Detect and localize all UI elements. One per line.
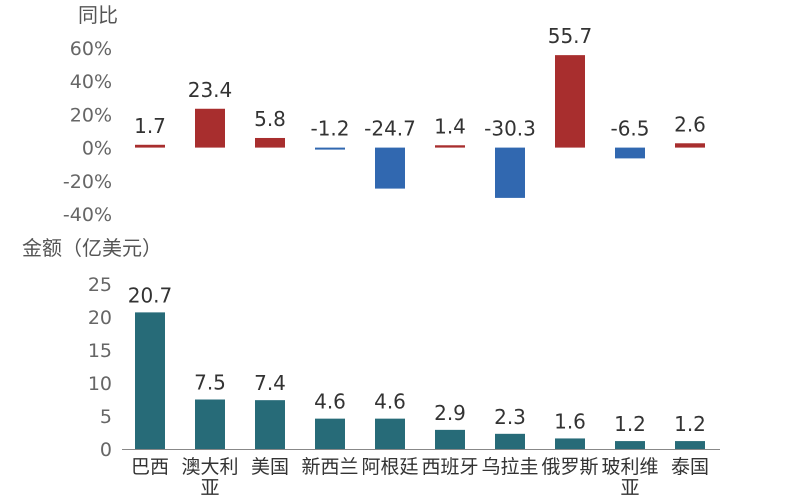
category-label: 西班牙 [421,456,478,478]
yoy-bar [255,137,285,148]
top-y-tick-label: 40% [70,71,112,93]
yoy-bar [675,143,705,148]
top-y-tick-label: 60% [70,38,112,60]
category-label: 乌拉圭 [481,456,538,478]
category-label: 泰国 [671,456,709,478]
amount-data-label: 4.6 [374,390,406,414]
yoy-bar [375,147,405,189]
category-label: 俄罗斯 [541,456,598,478]
amount-data-label: 2.3 [494,405,526,429]
bottom-y-tick-label: 0 [100,439,112,461]
top-y-tick-label: 0% [82,138,112,160]
yoy-data-label: 2.6 [674,112,706,136]
bottom-y-tick-label: 5 [100,406,112,428]
yoy-data-label: 1.7 [134,114,166,138]
bottom-y-tick-label: 25 [88,274,112,296]
category-label: 玻利维 [601,456,658,478]
category-label: 亚 [620,477,639,499]
amount-data-label: 4.6 [314,390,346,414]
yoy-bar [615,147,645,159]
amount-data-label: 1.2 [674,412,706,436]
category-label: 美国 [251,456,289,478]
amount-data-label: 2.9 [434,401,466,425]
amount-bar [195,399,225,449]
bottom-y-axis-title: 金额（亿美元） [22,236,162,260]
yoy-bar [195,108,225,148]
yoy-bar [315,147,345,150]
top-y-tick-label: -40% [63,204,112,226]
yoy-data-label: 5.8 [254,107,286,131]
amount-bar [435,429,465,449]
amount-data-label: 7.4 [254,371,286,395]
yoy-bar [135,144,165,148]
yoy-data-label: -6.5 [610,117,649,141]
amount-data-label: 1.2 [614,412,646,436]
category-label: 新西兰 [301,456,358,478]
yoy-data-label: 23.4 [188,78,233,102]
amount-bar [675,441,705,449]
yoy-data-label: 1.4 [434,114,466,138]
amount-data-label: 20.7 [128,283,173,307]
category-label: 巴西 [131,456,169,478]
yoy-bar [495,147,525,198]
amount-data-label: 1.6 [554,409,586,433]
yoy-data-label: -24.7 [364,117,416,141]
amount-bar [315,418,345,449]
top-y-tick-label: -20% [63,171,112,193]
amount-bar [135,312,165,449]
bottom-y-tick-label: 10 [88,373,112,395]
amount-bar [555,438,585,449]
amount-bar [495,433,525,449]
amount-bar [375,418,405,449]
yoy-bar [435,145,465,148]
yoy-data-label: 55.7 [548,24,593,48]
yoy-bar [555,55,585,148]
top-y-axis-title: 同比 [78,3,118,27]
category-label: 阿根廷 [361,456,418,478]
amount-bar [255,400,285,449]
category-label: 亚 [200,477,219,499]
yoy-data-label: -30.3 [484,117,536,141]
top-y-tick-label: 20% [70,104,112,126]
category-label: 澳大利 [181,456,238,478]
bottom-y-tick-label: 15 [88,340,112,362]
yoy-data-label: -1.2 [310,117,349,141]
amount-data-label: 7.5 [194,371,226,395]
amount-bar [615,441,645,449]
bottom-y-tick-label: 20 [88,307,112,329]
